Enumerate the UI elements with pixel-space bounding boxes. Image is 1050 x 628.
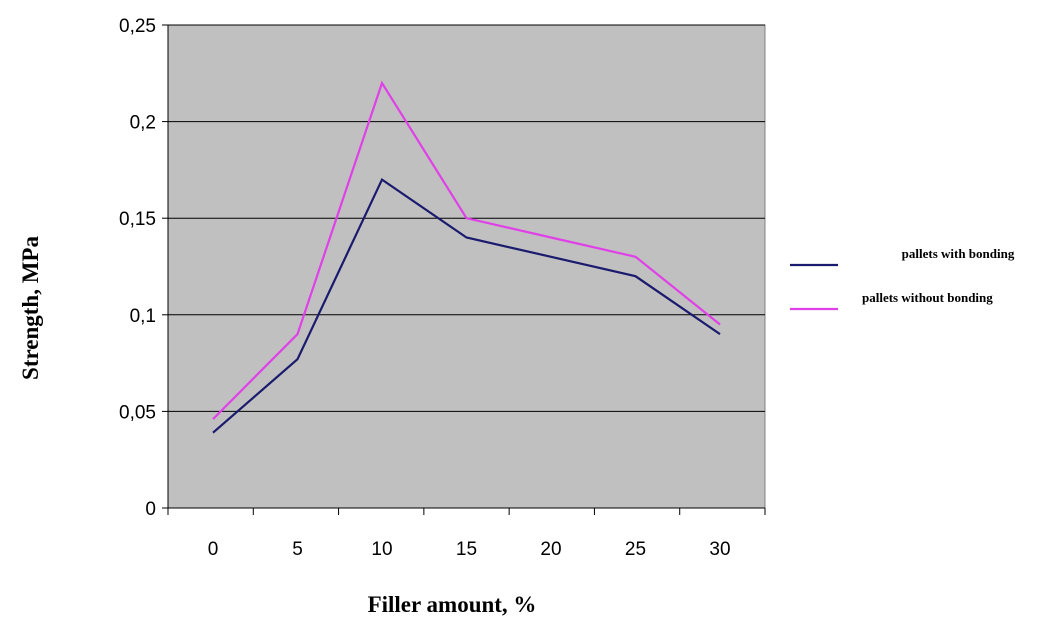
legend-label-2: pallets without bonding bbox=[862, 290, 993, 305]
x-tick-label: 0 bbox=[208, 539, 219, 560]
y-tick-label: 0 bbox=[145, 499, 156, 520]
y-tick-label: 0,1 bbox=[130, 306, 156, 327]
x-tick-labels: 0 5 10 15 20 25 30 bbox=[208, 539, 731, 560]
y-tick-labels: 0 0,05 0,1 0,15 0,2 0,25 bbox=[119, 16, 156, 520]
series-line-2 bbox=[212, 80, 721, 420]
x-tick-label: 10 bbox=[371, 539, 392, 560]
x-tick-label: 25 bbox=[625, 539, 646, 560]
legend: pallets with bonding pallets without bond… bbox=[790, 246, 1015, 311]
plot-area bbox=[167, 24, 766, 509]
x-tick-label: 20 bbox=[540, 539, 561, 560]
series-line-1 bbox=[212, 177, 721, 434]
y-tick-label: 0,2 bbox=[130, 113, 156, 134]
x-axis-title: Filler amount, % bbox=[368, 592, 537, 617]
axes bbox=[162, 24, 766, 515]
y-axis-title: Strength, MPa bbox=[18, 236, 43, 380]
y-tick-label: 0,15 bbox=[119, 209, 156, 230]
x-tick-label: 15 bbox=[456, 539, 477, 560]
y-tick-label: 0,25 bbox=[119, 16, 156, 37]
series-layer bbox=[212, 80, 721, 434]
y-tick-label: 0,05 bbox=[119, 402, 156, 423]
legend-label-1: pallets with bonding bbox=[902, 246, 1015, 261]
x-tick-label: 30 bbox=[709, 539, 730, 560]
x-tick-label: 5 bbox=[292, 539, 303, 560]
